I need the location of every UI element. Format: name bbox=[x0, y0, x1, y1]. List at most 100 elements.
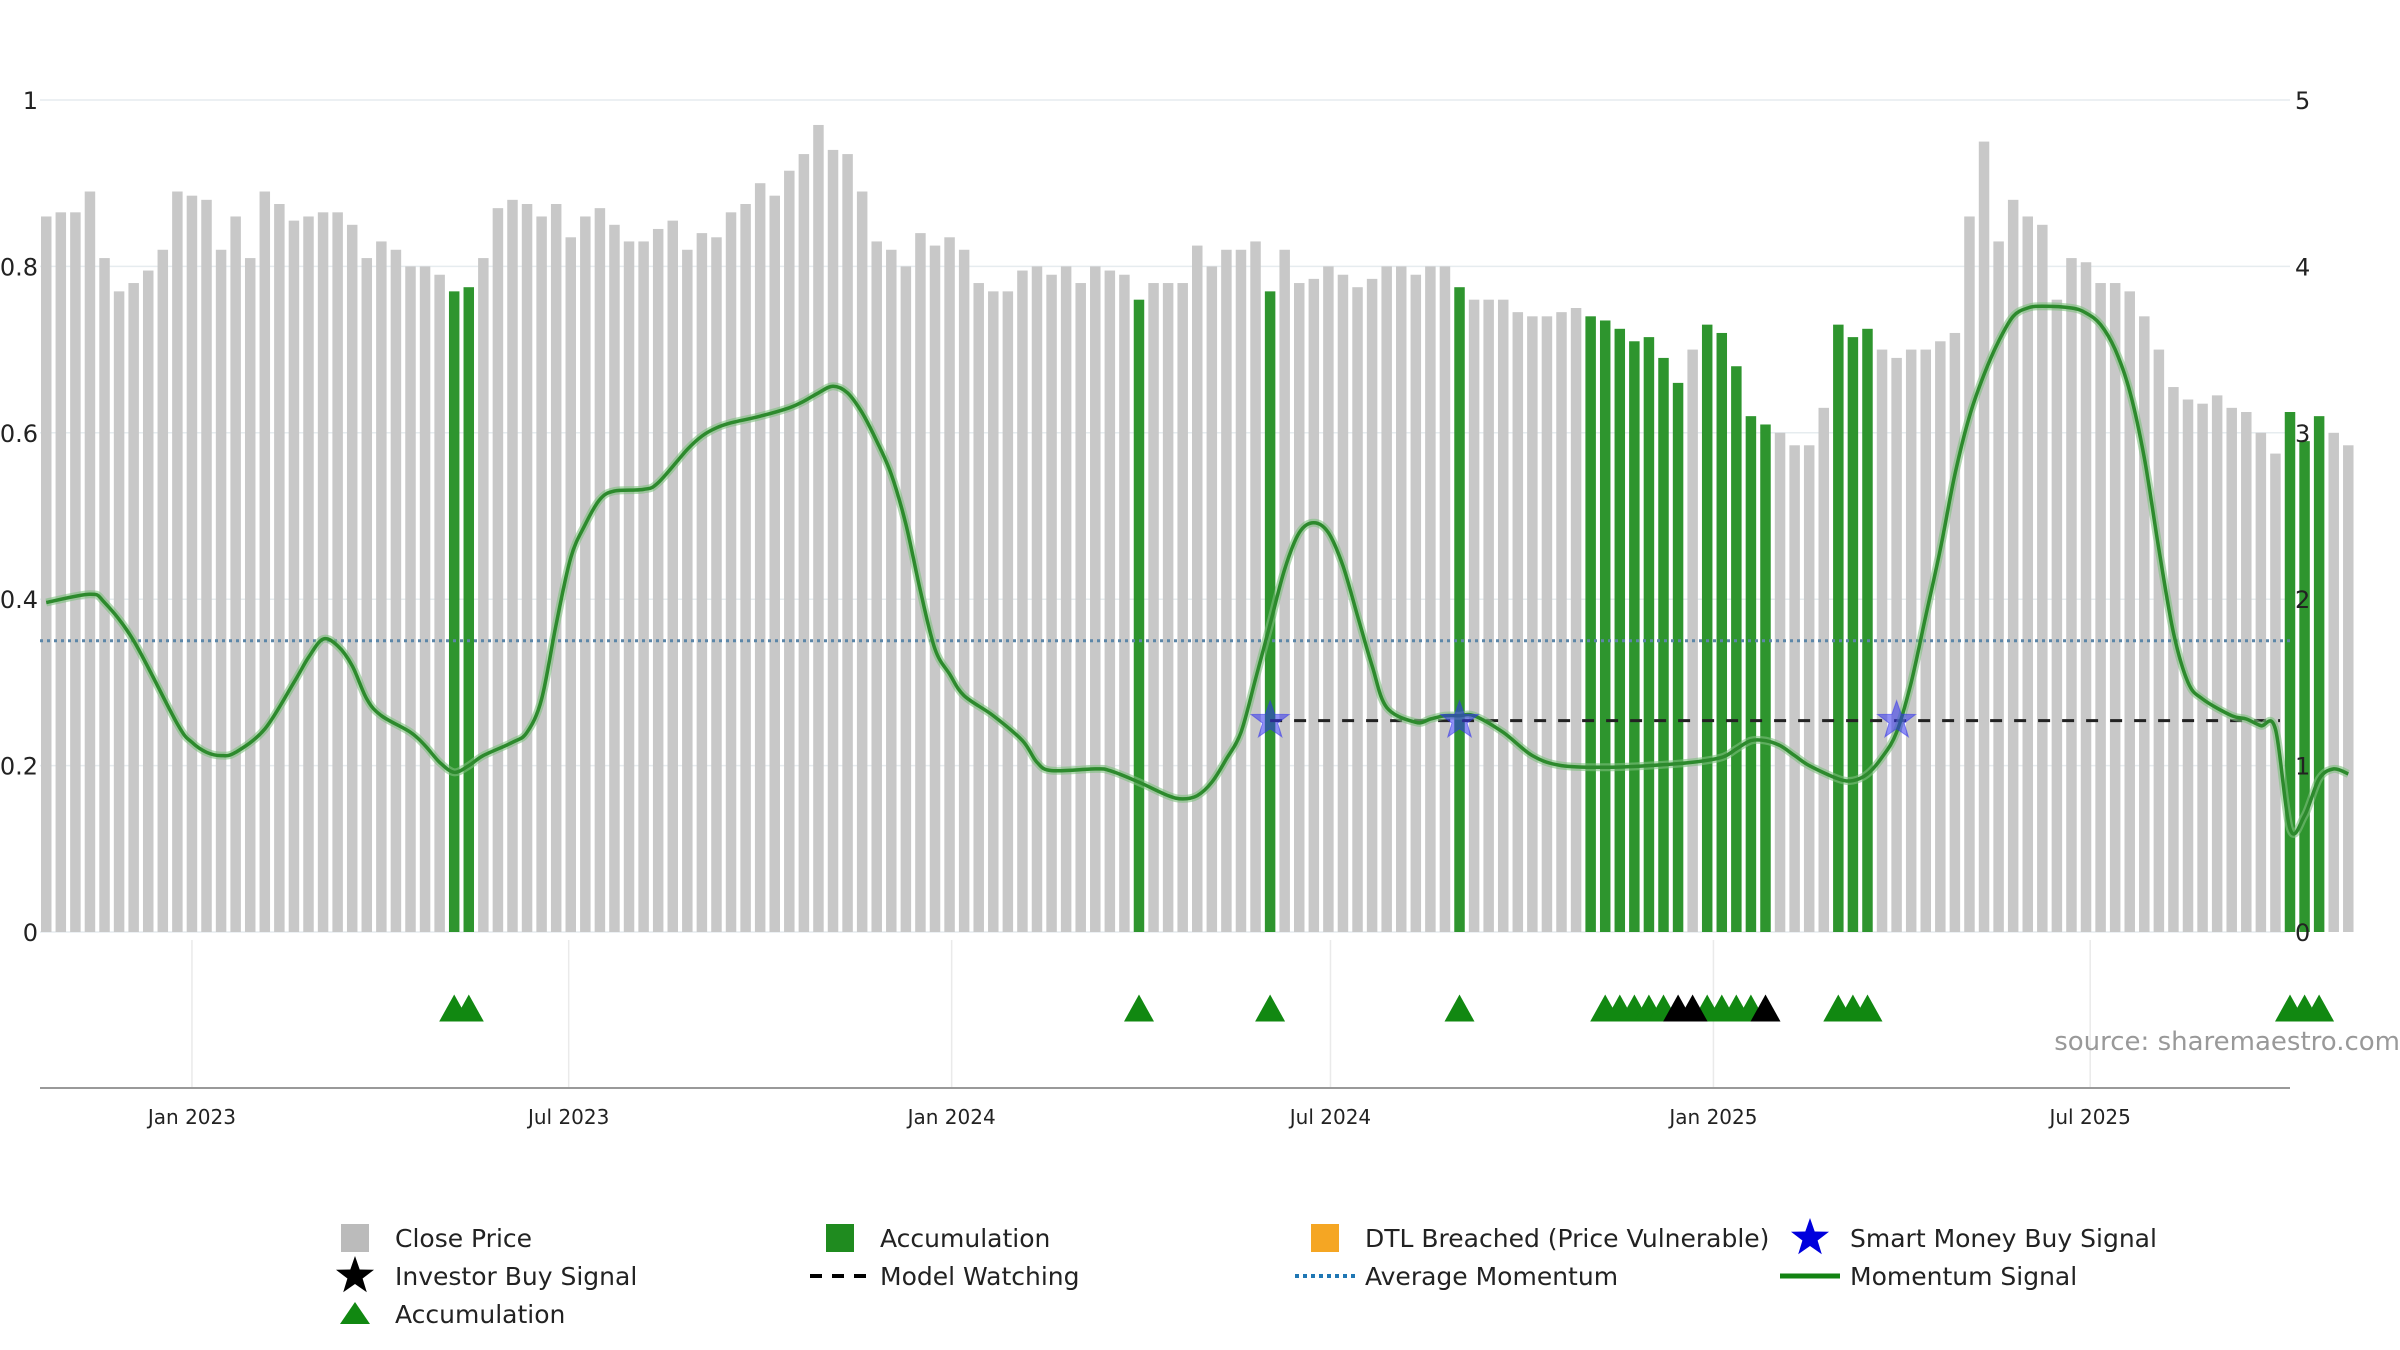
close-price-bar bbox=[2153, 349, 2165, 933]
accumulation-bar bbox=[1614, 328, 1626, 932]
legend-label: Close Price bbox=[395, 1224, 532, 1253]
close-price-bar bbox=[317, 212, 329, 932]
close-price-bar bbox=[1337, 274, 1349, 933]
close-price-bar bbox=[55, 212, 67, 932]
close-price-bar bbox=[536, 216, 547, 933]
close-price-bar bbox=[1818, 407, 1830, 933]
close-price-bar bbox=[186, 195, 198, 932]
legend-label: Smart Money Buy Signal bbox=[1850, 1224, 2157, 1253]
y-left-tick-label: 0.2 bbox=[0, 753, 38, 781]
close-price-bar bbox=[1002, 291, 1014, 932]
close-price-bar bbox=[288, 220, 300, 932]
y-right-tick-label: 1 bbox=[2295, 753, 2310, 781]
close-price-bar bbox=[1468, 299, 1480, 932]
close-price-bar bbox=[1497, 299, 1509, 932]
accumulation-bar bbox=[2299, 441, 2310, 932]
close-price-bar bbox=[1395, 266, 1407, 932]
accumulation-bar bbox=[1585, 316, 1596, 932]
smart-money-buy-star bbox=[1249, 699, 1291, 739]
close-price-bar bbox=[2197, 403, 2208, 932]
close-price-bar bbox=[1527, 316, 1538, 932]
close-price-bar bbox=[2109, 283, 2121, 932]
close-price-bar bbox=[696, 233, 708, 932]
close-price-bar bbox=[1031, 266, 1043, 932]
y-right-tick-label: 2 bbox=[2295, 586, 2310, 614]
close-price-bar bbox=[2211, 395, 2223, 932]
accumulation-bar bbox=[1760, 424, 1771, 932]
close-price-bar bbox=[550, 204, 562, 932]
accumulation-bar bbox=[2313, 416, 2325, 932]
close-price-bar bbox=[201, 199, 212, 933]
close-price-bar bbox=[507, 199, 518, 933]
close-price-bar bbox=[827, 149, 839, 933]
close-price-bar bbox=[1060, 266, 1072, 932]
investor-buy-marker bbox=[1677, 994, 1708, 1022]
close-price-bar bbox=[784, 170, 795, 933]
close-price-bar bbox=[332, 212, 343, 932]
close-price-bar bbox=[2343, 445, 2354, 932]
x-tick-label: Jan 2024 bbox=[906, 1105, 996, 1129]
close-price-bar bbox=[172, 191, 183, 932]
close-price-bar bbox=[2182, 399, 2194, 932]
close-price-bar bbox=[2328, 432, 2339, 932]
accumulation-bar bbox=[1833, 324, 1844, 932]
legend-swatch-square bbox=[1311, 1224, 1339, 1252]
accumulation-bar bbox=[1629, 341, 1640, 932]
legend-item: Investor Buy Signal bbox=[336, 1256, 637, 1293]
legend-label: Average Momentum bbox=[1365, 1262, 1618, 1291]
close-price-bar bbox=[2270, 453, 2281, 932]
close-price-bar bbox=[2124, 291, 2135, 932]
close-price-bar bbox=[346, 224, 358, 933]
legend-swatch-star bbox=[1791, 1218, 1829, 1255]
close-price-bar bbox=[1425, 266, 1436, 932]
x-tick-label: Jan 2025 bbox=[1667, 1105, 1757, 1129]
close-price-bar bbox=[1017, 270, 1028, 932]
close-price-bar bbox=[1177, 283, 1188, 932]
close-price-bar bbox=[1774, 432, 1786, 932]
y-left-tick-label: 0.6 bbox=[0, 420, 38, 448]
accumulation-marker bbox=[1444, 994, 1475, 1022]
legend-label: Investor Buy Signal bbox=[395, 1262, 637, 1291]
close-price-bar bbox=[2226, 407, 2237, 933]
close-price-bar bbox=[769, 195, 780, 932]
y-left-tick-label: 0 bbox=[23, 919, 38, 947]
accumulation-bar bbox=[1701, 324, 1713, 932]
close-price-bar bbox=[1046, 274, 1057, 933]
momentum-signal-group bbox=[45, 302, 2350, 839]
accumulation-bar bbox=[1658, 357, 1669, 932]
legend-label: Accumulation bbox=[395, 1300, 565, 1329]
y-right-tick-label: 4 bbox=[2295, 253, 2310, 281]
accumulation-marker bbox=[453, 994, 484, 1022]
close-price-bar bbox=[1090, 266, 1101, 932]
y-right-tick-label: 3 bbox=[2295, 420, 2310, 448]
legend-item: DTL Breached (Price Vulnerable) bbox=[1311, 1224, 1769, 1253]
close-price-bar bbox=[40, 216, 52, 933]
close-price-bar bbox=[1104, 270, 1116, 932]
close-price-bar bbox=[871, 241, 882, 932]
close-price-bar bbox=[230, 216, 241, 933]
legend-swatch-star bbox=[336, 1256, 374, 1293]
close-price-bar bbox=[521, 204, 533, 932]
close-price-bar bbox=[1148, 283, 1159, 932]
close-price-bar bbox=[1366, 278, 1378, 932]
close-price-bar bbox=[2007, 199, 2019, 933]
close-price-bar bbox=[2037, 224, 2048, 933]
close-price-bar bbox=[682, 249, 693, 932]
close-price-bar bbox=[405, 266, 416, 932]
legend-item: Close Price bbox=[341, 1224, 532, 1253]
close-price-bar bbox=[2066, 258, 2077, 933]
close-price-bar bbox=[244, 258, 256, 933]
close-price-bar bbox=[1512, 312, 1524, 932]
close-price-bar bbox=[2139, 316, 2150, 932]
legend-item: Average Momentum bbox=[1295, 1262, 1618, 1291]
y-right-tick-label: 0 bbox=[2295, 919, 2310, 947]
close-price-bar bbox=[390, 249, 402, 932]
accumulation-bar bbox=[1672, 382, 1684, 932]
accumulation-bar bbox=[2284, 412, 2296, 932]
y-left-tick-label: 1 bbox=[23, 87, 38, 115]
close-price-bar bbox=[900, 266, 912, 932]
close-price-bar bbox=[1570, 308, 1582, 932]
close-price-bar bbox=[2051, 299, 2063, 932]
source-note: source: sharemaestro.com bbox=[2054, 1027, 2400, 1057]
